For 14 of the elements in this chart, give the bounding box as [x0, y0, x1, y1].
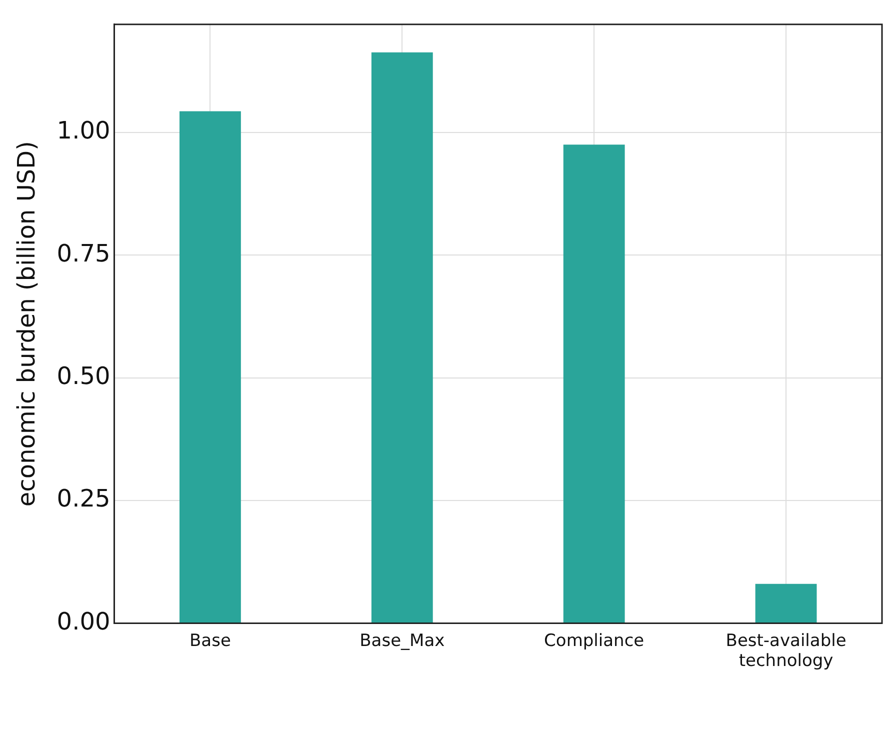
x-tick-label: Base_Max [360, 630, 445, 651]
y-tick-label: 1.00 [56, 116, 110, 145]
bar [755, 584, 817, 623]
x-tick-label: Best-available technology [726, 630, 846, 672]
y-tick-label: 0.25 [56, 484, 110, 513]
x-tick-label: Compliance [544, 630, 644, 651]
y-tick-label: 0.75 [56, 239, 110, 268]
y-tick-label: 0.00 [56, 607, 110, 636]
bar [371, 52, 433, 623]
x-tick-label: Base [190, 630, 231, 651]
bar [563, 144, 625, 623]
y-tick-label: 0.50 [56, 362, 110, 390]
y-axis-title: economic burden (billion USD) [12, 141, 41, 507]
bar [180, 111, 241, 623]
